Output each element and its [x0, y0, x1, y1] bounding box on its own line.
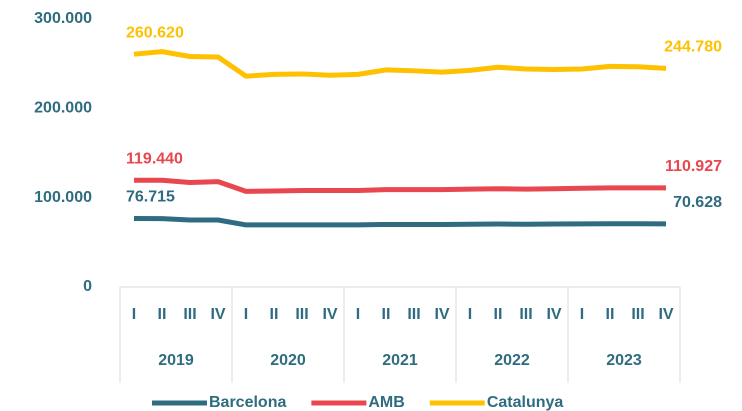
x-tick-label: I [580, 306, 584, 323]
x-tick-label: I [356, 306, 360, 323]
y-tick-label: 200.000 [34, 100, 92, 117]
year-label: 2020 [270, 352, 306, 369]
x-tick-label: II [494, 306, 503, 323]
x-tick-label: II [382, 306, 391, 323]
x-tick-label: I [244, 306, 248, 323]
data-label: 244.780 [664, 39, 722, 56]
x-tick-label: III [295, 306, 308, 323]
series-line [133, 215, 667, 228]
x-tick-label: IV [322, 306, 337, 323]
x-tick-label: II [606, 306, 615, 323]
year-label: 2023 [606, 352, 642, 369]
x-tick-label: III [183, 306, 196, 323]
series-line [133, 177, 667, 194]
data-label: 260.620 [126, 24, 184, 41]
legend-label: AMB [368, 394, 404, 411]
legend-label: Catalunya [487, 394, 564, 411]
data-label: 110.927 [665, 158, 722, 175]
x-tick-label: IV [658, 306, 673, 323]
year-label: 2019 [158, 352, 194, 369]
x-tick-label: IV [210, 306, 225, 323]
data-label: 76.715 [126, 189, 175, 206]
x-tick-label: IV [434, 306, 449, 323]
year-label: 2022 [494, 352, 530, 369]
x-tick-label: III [631, 306, 644, 323]
year-label: 2021 [382, 352, 418, 369]
x-tick-label: I [132, 306, 136, 323]
x-tick-label: III [407, 306, 420, 323]
y-tick-label: 300.000 [34, 10, 92, 27]
x-tick-label: III [519, 306, 532, 323]
x-tick-label: II [270, 306, 279, 323]
y-tick-label: 100.000 [34, 189, 92, 206]
y-tick-label: 0 [83, 278, 92, 295]
series-line [133, 49, 667, 79]
legend-label: Barcelona [209, 394, 286, 411]
x-tick-label: IV [546, 306, 561, 323]
x-tick-label: I [468, 306, 472, 323]
data-label: 119.440 [126, 151, 183, 168]
x-tick-label: II [158, 306, 167, 323]
data-label: 70.628 [673, 194, 722, 211]
